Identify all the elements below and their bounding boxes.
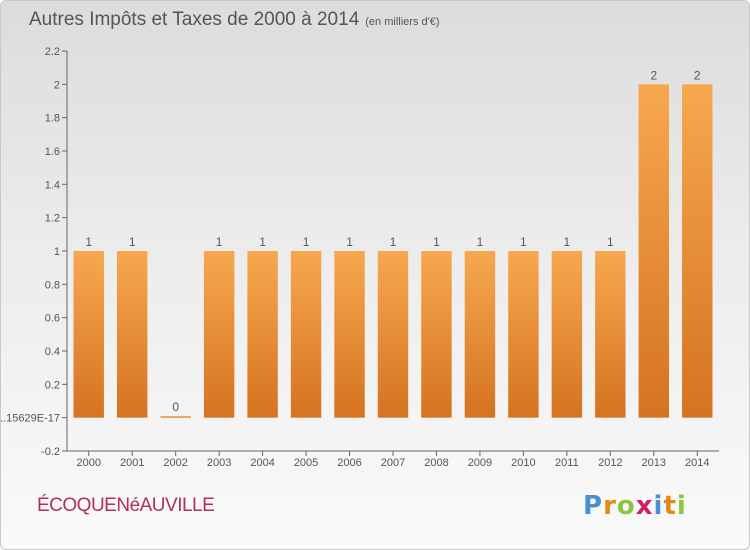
bar-chart: -0.2 -1.15629E-17 0.2 0.4 0.6 0.8 1 1.2 1.4 1.6 1.…: [1, 46, 719, 469]
logo-letter: i: [653, 491, 664, 521]
bar-2004: [247, 251, 278, 418]
y-tick-label: 2.2: [45, 46, 60, 58]
y-tick-label: 0.6: [45, 313, 60, 325]
x-tick-label-2000: 2000: [76, 457, 100, 469]
x-tick-label-2007: 2007: [381, 457, 405, 469]
data-label-2007: 1: [390, 235, 397, 249]
logo-letter: x: [635, 491, 654, 521]
x-tick-label-2005: 2005: [294, 457, 318, 469]
bar-2011: [551, 251, 583, 418]
data-label-2013: 2: [650, 68, 657, 82]
data-label-2010: 1: [520, 235, 527, 249]
chart-title: Autres Impôts et Taxes de 2000 à 2014 (en…: [29, 9, 440, 31]
bar-2005: [290, 251, 322, 418]
bar-2003: [203, 251, 235, 418]
data-label-2003: 1: [216, 235, 223, 249]
data-label-2012: 1: [607, 235, 614, 249]
logo-letter: P: [583, 491, 604, 521]
data-label-2006: 1: [346, 235, 353, 249]
x-tick-label-2011: 2011: [555, 457, 579, 469]
bar-2002: [160, 416, 191, 418]
logo-letter: t: [663, 491, 677, 521]
bar-2007: [377, 251, 409, 418]
data-label-2001: 1: [129, 235, 136, 249]
bar-2013: [638, 84, 670, 418]
y-tick-label: 1.2: [45, 213, 60, 225]
y-tick-label: 0.4: [45, 346, 60, 358]
data-label-2005: 1: [303, 235, 310, 249]
title-text: Autres Impôts et Taxes de 2000 à 2014: [29, 9, 360, 30]
bar-2008: [421, 251, 452, 418]
x-tick-label-2012: 2012: [598, 457, 622, 469]
y-tick-label: 1.8: [45, 113, 60, 125]
y-tick-label: -1.15629E-17: [1, 413, 60, 425]
x-tick-label-2013: 2013: [642, 457, 666, 469]
y-tick-label: 0.8: [45, 279, 60, 291]
bar-2000: [73, 251, 104, 418]
bar-2010: [508, 251, 539, 418]
y-tick-label: 1.4: [45, 179, 60, 191]
data-label-2009: 1: [477, 235, 484, 249]
y-tick-label: 0.2: [45, 379, 60, 391]
x-tick-label-2009: 2009: [468, 457, 492, 469]
x-tick-label-2002: 2002: [163, 457, 187, 469]
y-tick-label: -0.2: [41, 446, 60, 458]
data-label-2014: 2: [694, 68, 701, 82]
bar-2001: [116, 251, 148, 418]
logo-letter: r: [603, 491, 617, 521]
bar-2012: [595, 251, 626, 418]
data-label-2011: 1: [564, 235, 571, 249]
data-label-2008: 1: [433, 235, 440, 249]
x-tick-label-2004: 2004: [250, 457, 274, 469]
y-tick-label: 2: [54, 79, 60, 91]
y-tick-label: 1: [54, 246, 60, 258]
x-tick-label-2008: 2008: [424, 457, 448, 469]
y-tick-label: 1.6: [45, 146, 60, 158]
proxiti-logo: Proxiti: [583, 491, 687, 521]
x-tick-label-2014: 2014: [685, 457, 709, 469]
x-tick-label-2001: 2001: [120, 457, 144, 469]
title-unit: (en milliers d'€): [365, 16, 440, 28]
data-label-2004: 1: [259, 235, 266, 249]
logo-letter: i: [676, 491, 687, 521]
x-tick-label-2003: 2003: [207, 457, 231, 469]
data-label-2000: 1: [85, 235, 92, 249]
x-tick-label-2010: 2010: [511, 457, 535, 469]
x-tick-label-2006: 2006: [337, 457, 361, 469]
bar-2014: [682, 84, 713, 418]
logo-letter: o: [616, 491, 636, 521]
data-label-2002: 0: [172, 400, 179, 414]
bar-2006: [334, 251, 365, 418]
location-name: ÉCOQUENéAUVILLE: [37, 495, 215, 516]
bar-2009: [464, 251, 496, 418]
